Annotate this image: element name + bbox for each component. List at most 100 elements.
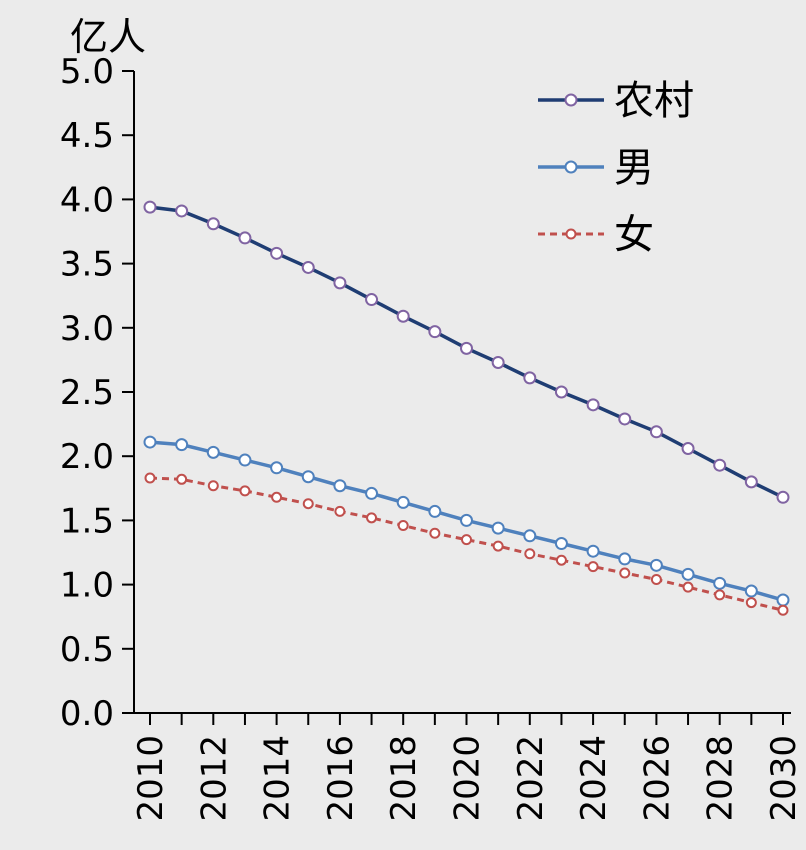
data-point <box>555 554 567 566</box>
data-point <box>492 540 504 552</box>
legend-item: 女 <box>538 212 654 258</box>
data-point <box>618 552 632 566</box>
data-point <box>271 491 283 503</box>
y-tick-label: 0.5 <box>60 630 114 670</box>
series-3 <box>144 472 789 616</box>
legend-label: 农村 <box>614 78 694 124</box>
data-point <box>238 231 252 245</box>
data-point <box>429 527 441 539</box>
data-point <box>175 438 189 452</box>
legend-label: 男 <box>614 145 654 191</box>
data-point <box>396 495 410 509</box>
data-point <box>745 597 757 609</box>
x-tick-label: 2012 <box>194 735 234 822</box>
x-tick-label: 2014 <box>258 735 298 822</box>
data-point <box>649 558 663 572</box>
data-point <box>206 217 220 231</box>
data-point <box>366 512 378 524</box>
y-axis-label: 亿人 <box>70 15 146 59</box>
data-point <box>713 458 727 472</box>
data-point <box>523 371 537 385</box>
data-point <box>428 325 442 339</box>
data-point <box>396 309 410 323</box>
legend-label: 女 <box>614 212 654 258</box>
data-point <box>460 513 473 527</box>
y-tick-label: 3.5 <box>60 245 114 285</box>
data-point <box>619 567 631 579</box>
y-tick-label: 2.5 <box>60 373 114 413</box>
data-point <box>461 534 472 546</box>
legend-marker <box>564 93 578 107</box>
x-tick-label: 2026 <box>637 735 677 822</box>
y-tick-label: 5.0 <box>60 52 114 92</box>
data-point <box>334 505 346 517</box>
legend-item: 男 <box>538 145 654 191</box>
series-1 <box>143 200 790 504</box>
data-point <box>144 472 156 484</box>
data-point <box>238 453 252 467</box>
data-point <box>301 260 315 274</box>
data-point <box>428 504 442 518</box>
y-tick-label: 0.0 <box>60 694 114 734</box>
data-point <box>714 589 726 601</box>
data-point <box>650 573 662 585</box>
x-tick-label: 2028 <box>701 735 741 822</box>
data-point <box>239 485 251 497</box>
x-tick-label: 2018 <box>384 735 424 822</box>
data-point <box>333 276 347 290</box>
data-point <box>524 548 536 560</box>
data-point <box>587 561 599 573</box>
data-point <box>681 441 695 455</box>
legend-item: 农村 <box>538 78 694 124</box>
x-tick-label: 2030 <box>764 735 804 822</box>
data-point <box>618 412 632 426</box>
x-tick-label: 2016 <box>321 735 361 822</box>
series-2 <box>143 435 790 607</box>
data-point <box>270 461 284 475</box>
series-group <box>143 200 790 616</box>
data-point <box>207 480 219 492</box>
y-tick-label: 4.0 <box>60 180 114 220</box>
data-point <box>744 584 758 598</box>
data-point <box>365 486 379 500</box>
data-point <box>143 435 157 449</box>
data-point <box>744 475 758 489</box>
y-tick-label: 3.0 <box>60 309 114 349</box>
data-point <box>302 498 314 510</box>
legend-marker <box>564 160 578 174</box>
data-point <box>554 385 568 399</box>
x-tick-label: 2022 <box>511 735 551 822</box>
data-point <box>365 293 379 307</box>
data-point <box>301 470 315 484</box>
data-point <box>682 581 694 593</box>
y-tick-label: 4.5 <box>60 116 114 156</box>
data-point <box>491 355 505 369</box>
data-point <box>586 544 600 558</box>
y-tick-label: 1.5 <box>60 501 114 541</box>
x-tick-label: 2020 <box>448 735 488 822</box>
legend-marker <box>565 228 577 240</box>
x-tick-label: 2010 <box>131 735 171 822</box>
data-point <box>175 204 189 218</box>
data-point <box>397 520 409 532</box>
data-point <box>333 479 347 493</box>
y-tick-label: 1.0 <box>60 566 114 606</box>
data-point <box>143 200 157 214</box>
data-point <box>523 529 537 543</box>
data-point <box>777 604 789 616</box>
data-point <box>776 490 790 504</box>
data-point <box>206 445 220 459</box>
data-point <box>713 576 727 590</box>
data-point <box>491 521 505 535</box>
data-point <box>649 425 663 439</box>
data-point <box>776 593 790 607</box>
data-point <box>554 537 568 551</box>
data-point <box>586 398 600 412</box>
y-tick-label: 2.0 <box>60 437 114 477</box>
axes: 0.0 0.5 1.0 1.5 2.0 2.5 3.0 3.5 4.0 4.5 5.0 2010 201… <box>60 52 804 822</box>
data-point <box>176 473 188 485</box>
data-point <box>460 341 473 355</box>
data-point <box>270 246 284 260</box>
